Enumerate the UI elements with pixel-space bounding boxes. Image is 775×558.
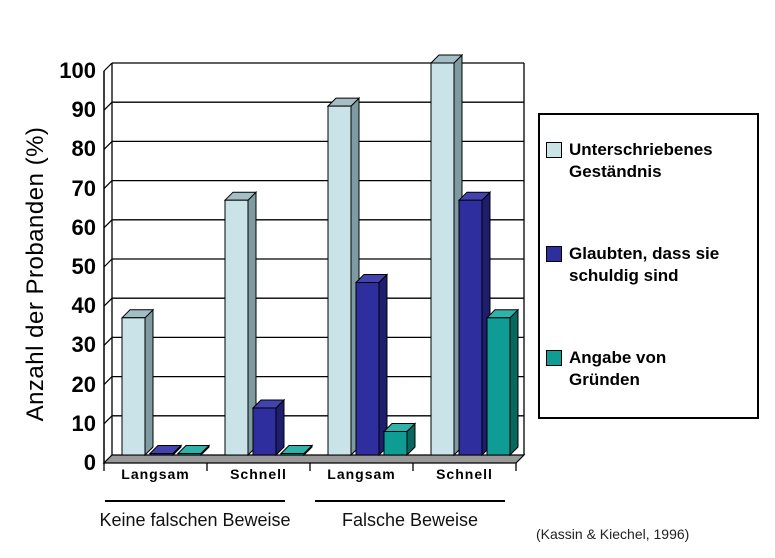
x-tick-label-1: Langsam xyxy=(121,466,190,482)
bar-g2-s1 xyxy=(224,199,249,456)
bar-g1-s1 xyxy=(121,317,146,456)
bar-g1-s2 xyxy=(149,453,174,456)
legend-swatch-signed-confession-icon xyxy=(546,142,562,158)
group-underline-no-false-evidence xyxy=(105,500,285,502)
y-tick-label-80: 80 xyxy=(71,136,96,162)
legend-label-line: schuldig sind xyxy=(569,266,679,285)
bar-g4-s3 xyxy=(486,317,511,456)
y-tick-label-60: 60 xyxy=(71,214,96,240)
x-tick-label-3: Langsam xyxy=(327,466,396,482)
legend-label-signed-confession: Unterschriebenes Geständnis xyxy=(569,139,713,183)
y-tick-label-40: 40 xyxy=(71,293,96,319)
legend-item-signed-confession: Unterschriebenes Geständnis xyxy=(546,139,753,183)
bar-side-g4-s3 xyxy=(509,308,519,457)
y-axis-tick xyxy=(103,415,113,425)
legend-label-line: Glaubten, dass sie xyxy=(569,244,720,263)
bar-g2-s2 xyxy=(252,407,277,456)
group-underline-false-evidence xyxy=(315,500,505,502)
bar-g3-s1 xyxy=(327,105,352,456)
y-tick-label-30: 30 xyxy=(71,332,96,358)
y-tick-label-100: 100 xyxy=(59,58,96,83)
legend-label-line: Unterschriebenes xyxy=(569,140,713,159)
y-axis-tick xyxy=(103,258,113,268)
y-axis-tick xyxy=(103,219,113,229)
y-tick-label-90: 90 xyxy=(71,97,96,123)
x-tick-label-2: Schnell xyxy=(230,466,287,482)
group-label-false-evidence: Falsche Beweise xyxy=(341,510,479,530)
bar-g4-s1 xyxy=(430,62,455,456)
bar-side-g2-s2 xyxy=(275,398,285,457)
chart-floor xyxy=(102,454,526,464)
legend-label-line: Gründen xyxy=(569,370,640,389)
y-axis-tick xyxy=(103,140,113,150)
legend-label-believed-guilty: Glaubten, dass sie schuldig sind xyxy=(569,243,719,287)
bar-g3-s2 xyxy=(355,282,380,456)
bar-g3-s3 xyxy=(383,430,408,456)
bar-side-g3-s2 xyxy=(378,273,388,457)
legend-swatch-believed-guilty-icon xyxy=(546,246,562,262)
legend-item-gave-reasons: Angabe von Gründen xyxy=(546,347,753,391)
y-tick-label-20: 20 xyxy=(71,371,96,397)
citation: (Kassin & Kiechel, 1996) xyxy=(536,526,690,542)
y-axis-tick xyxy=(103,376,113,386)
y-axis-tick xyxy=(103,336,113,346)
legend-swatch-gave-reasons-icon xyxy=(546,350,562,366)
chart-legend: Unterschriebenes Geständnis Glaubten, da… xyxy=(538,113,759,419)
bar-g4-s2 xyxy=(458,199,483,456)
y-tick-label-50: 50 xyxy=(71,254,96,279)
x-tick-label-4: Schnell xyxy=(436,466,493,482)
group-label-no-false-evidence: Keine falschen Beweise xyxy=(99,510,291,530)
y-axis-tick xyxy=(103,62,113,72)
y-axis-tick xyxy=(103,297,113,307)
legend-label-line: Geständnis xyxy=(569,162,662,181)
y-tick-label-0: 0 xyxy=(83,450,96,475)
bar-g2-s3 xyxy=(280,453,305,456)
bar-g1-s3 xyxy=(177,453,202,456)
y-tick-label-70: 70 xyxy=(71,175,96,201)
legend-item-believed-guilty: Glaubten, dass sie schuldig sind xyxy=(546,243,753,287)
legend-label-line: Angabe von xyxy=(569,348,667,367)
legend-label-gave-reasons: Angabe von Gründen xyxy=(569,347,666,391)
y-axis-tick xyxy=(103,101,113,111)
y-axis-tick xyxy=(103,180,113,190)
y-tick-label-10: 10 xyxy=(71,410,96,436)
bar-side-g1-s1 xyxy=(144,308,154,457)
